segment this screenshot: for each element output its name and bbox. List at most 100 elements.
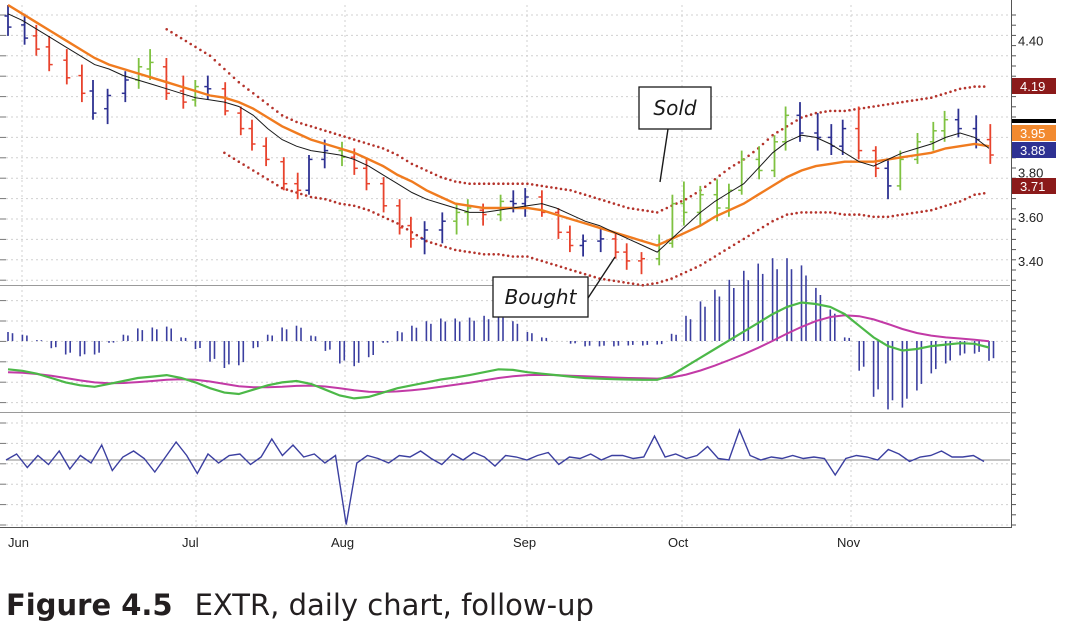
envelope-dot [848, 108, 851, 112]
envelope-dot [728, 246, 731, 249]
envelope-dot [304, 123, 308, 127]
envelope-dot [800, 211, 803, 214]
envelope-dot [684, 270, 688, 274]
envelope-dot [300, 192, 303, 196]
envelope-dot [338, 133, 342, 137]
price-bar [32, 24, 40, 56]
envelope-dot [848, 213, 851, 216]
envelope-dot [386, 217, 390, 221]
envelope-dot [473, 251, 476, 255]
price-bar [407, 216, 415, 248]
price-bar [104, 88, 112, 125]
price-bar [248, 119, 256, 151]
price-bar [521, 188, 529, 217]
price-bar [929, 121, 937, 151]
macd-line [7, 301, 990, 400]
envelope-dot [579, 271, 582, 275]
envelope-dot [665, 278, 669, 282]
envelope-dot [867, 214, 871, 218]
envelope-dot [357, 139, 361, 143]
envelope-dot [954, 89, 957, 92]
envelope-dot [891, 102, 895, 105]
envelope-dot [352, 138, 356, 141]
envelope-dot [372, 144, 375, 147]
envelope-dot [925, 97, 928, 100]
envelope-dot [314, 126, 318, 130]
envelope-dot [521, 255, 524, 258]
price-bar [21, 13, 29, 45]
envelope-dot [593, 275, 596, 279]
envelope-dot [343, 203, 346, 206]
envelope-dot [285, 116, 289, 119]
envelope-dot [925, 209, 928, 213]
envelope-dot [237, 160, 241, 163]
price-bar [280, 157, 288, 191]
x-tick-label: Jun [8, 535, 29, 550]
envelope-dot [641, 208, 645, 212]
envelope-dot [473, 182, 476, 185]
envelope-dot [718, 252, 721, 255]
envelope-dot [617, 203, 620, 207]
envelope-dot [478, 182, 481, 185]
envelope-dot [910, 99, 914, 102]
envelope-dot [612, 279, 616, 283]
envelope-dot [300, 122, 303, 125]
envelope-dot [256, 95, 260, 99]
envelope-dot [881, 215, 885, 219]
envelope-dot [689, 268, 693, 272]
envelope-dot [809, 211, 813, 214]
envelope-dot [559, 265, 563, 269]
envelope-dot [944, 92, 947, 95]
envelope-dot [429, 241, 433, 244]
envelope-dot [723, 170, 726, 174]
envelope-dot [679, 272, 683, 276]
envelope-dot [333, 200, 337, 204]
envelope-dot [901, 213, 904, 216]
envelope-dot [256, 172, 260, 175]
envelope-dot [978, 192, 981, 196]
price-bar [855, 106, 863, 160]
envelope-dot [425, 169, 428, 172]
envelope-dot [434, 173, 438, 177]
envelope-dot [492, 182, 496, 185]
fast-ema-line [7, 13, 990, 253]
envelope-dot [930, 208, 933, 212]
envelope-dot [569, 189, 572, 192]
envelope-dot [833, 211, 837, 215]
envelope-dot [872, 105, 875, 108]
envelope-dot [468, 182, 471, 185]
envelope-dot [814, 111, 818, 115]
envelope-dot [915, 98, 919, 102]
envelope-dot [694, 192, 697, 195]
envelope-dot [790, 122, 794, 125]
envelope-dot [309, 125, 313, 128]
envelope-dot [559, 187, 563, 191]
price-bar [579, 234, 587, 257]
price-bar [191, 80, 199, 107]
envelope-dot [901, 100, 904, 104]
envelope-dot [857, 213, 861, 216]
envelope-dot [232, 76, 236, 80]
envelope-dot [910, 211, 914, 215]
price-bar [696, 185, 704, 226]
envelope-dot [396, 153, 399, 157]
envelope-dot [718, 174, 721, 177]
envelope-dot [795, 119, 798, 122]
envelope-dot [896, 101, 899, 105]
envelope-dot [579, 192, 582, 195]
price-bar [884, 159, 892, 200]
envelope-dot [949, 90, 952, 94]
envelope-dot [646, 283, 649, 286]
envelope-dot [218, 63, 221, 66]
last-price-marker [1012, 119, 1056, 123]
price-tag-label: 3.95 [1020, 126, 1045, 141]
envelope-dot [766, 138, 770, 141]
envelope-dot [554, 186, 558, 190]
price-bars [4, 5, 994, 275]
envelope-dot [588, 274, 592, 277]
envelope-dot [276, 110, 279, 113]
envelope-dot [328, 130, 332, 134]
price-bar [554, 208, 562, 239]
envelope-dot [170, 30, 173, 34]
price-bar [680, 181, 688, 226]
